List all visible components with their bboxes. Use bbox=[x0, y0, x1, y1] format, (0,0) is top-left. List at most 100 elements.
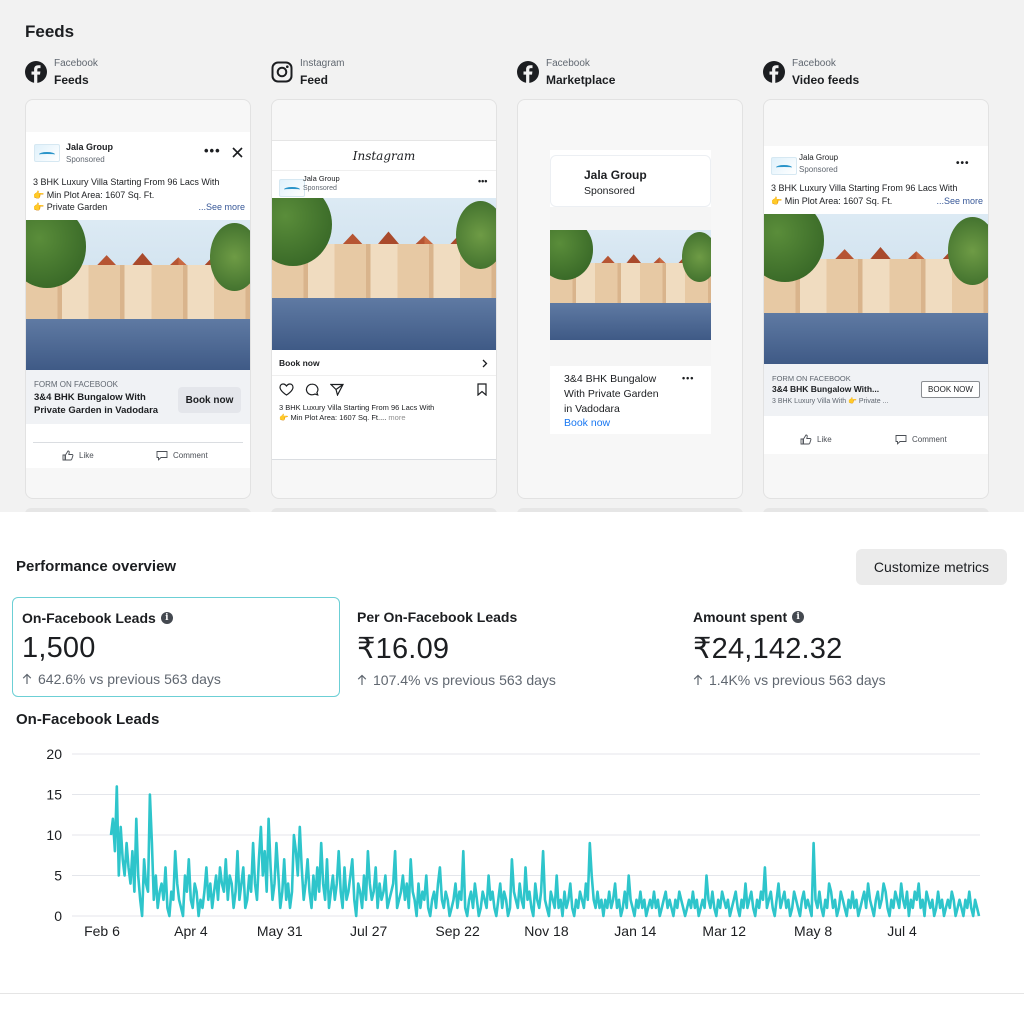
metric-card-amount-spent[interactable]: Amount spent i ₹24,142.32 1.4K% vs previo… bbox=[684, 597, 1012, 697]
comment-icon[interactable] bbox=[305, 383, 319, 396]
book-now-button[interactable]: Book now bbox=[178, 387, 241, 413]
listing-title-line: in Vadodara bbox=[564, 403, 620, 415]
x-tick-label: May 8 bbox=[794, 923, 832, 939]
advertiser-name: Jala Group bbox=[66, 142, 114, 152]
ad-description: 3 BHK Luxury Villa With 👉 Private ... bbox=[772, 397, 888, 405]
pointing-hand-icon: 👉 bbox=[848, 398, 857, 405]
sponsored-label: Sponsored bbox=[66, 155, 105, 164]
ad-card: Jala Group Sponsored 3&4 BHK Bungalow Wi… bbox=[550, 150, 711, 434]
ad-copy: 3 BHK Luxury Villa Starting From 96 Lacs… bbox=[771, 182, 983, 207]
form-label: FORM ON FACEBOOK bbox=[772, 374, 851, 383]
see-more-link[interactable]: ...See more bbox=[936, 195, 983, 206]
customize-metrics-button[interactable]: Customize metrics bbox=[856, 549, 1007, 585]
ad-headline: 3&4 BHK Bungalow With... bbox=[772, 384, 880, 394]
ad-copy-line: Min Plot Area: 1607 Sq. Ft. bbox=[46, 189, 155, 200]
x-tick-label: Jan 14 bbox=[614, 923, 656, 939]
placement-name: Feeds bbox=[54, 73, 89, 87]
thumbs-up-icon bbox=[62, 450, 74, 461]
metric-delta: 107.4% vs previous 563 days bbox=[373, 672, 556, 688]
placement-instagram-feed: Instagram Feed bbox=[271, 58, 497, 92]
y-tick-label: 15 bbox=[46, 787, 62, 803]
ig-caption: 3 BHK Luxury Villa Starting From 96 Lacs… bbox=[279, 403, 491, 423]
more-options-icon[interactable]: ••• bbox=[956, 158, 970, 169]
ad-headline: 3&4 BHK Bungalow With Private Garden in … bbox=[34, 391, 158, 417]
arrow-up-icon bbox=[357, 674, 367, 685]
series-line bbox=[109, 785, 981, 918]
instagram-icon bbox=[271, 61, 293, 83]
cta-bar: FORM ON FACEBOOK 3&4 BHK Bungalow With..… bbox=[764, 364, 988, 416]
bookmark-icon[interactable] bbox=[477, 383, 487, 396]
advertiser-logo bbox=[771, 157, 797, 175]
heart-icon[interactable] bbox=[279, 383, 294, 396]
metric-card-leads[interactable]: On-Facebook Leads i 1,500 642.6% vs previ… bbox=[12, 597, 340, 697]
comment-button[interactable]: Comment bbox=[156, 450, 208, 461]
performance-title: Performance overview bbox=[16, 558, 177, 575]
advertiser-logo bbox=[279, 179, 305, 197]
close-icon[interactable] bbox=[232, 147, 243, 158]
more-link[interactable]: more bbox=[388, 413, 406, 422]
y-axis-ticks: 0 5 10 15 20 bbox=[46, 746, 62, 924]
arrow-up-icon bbox=[22, 673, 32, 684]
villa-image bbox=[26, 220, 250, 370]
metric-delta: 642.6% vs previous 563 days bbox=[38, 671, 221, 687]
leads-line-chart: 0 5 10 15 20 Feb 6 Apr 4 May 31 Jul 27 Sep 22 Nov… bbox=[46, 746, 981, 939]
ad-description-tail: Private ... bbox=[858, 398, 889, 405]
advertiser-logo bbox=[34, 144, 60, 162]
placement-facebook-feeds: Facebook Feeds bbox=[25, 58, 251, 92]
like-label: Like bbox=[79, 451, 94, 460]
metric-card-cost-per-lead[interactable]: Per On-Facebook Leads ₹16.09 107.4% vs p… bbox=[348, 597, 676, 697]
placement-facebook-marketplace: Facebook Marketplace bbox=[517, 58, 743, 92]
like-button[interactable]: Like bbox=[62, 450, 94, 461]
y-tick-label: 20 bbox=[46, 746, 62, 762]
ad-description-text: 3 BHK Luxury Villa With bbox=[772, 398, 847, 405]
ad-copy-line: Min Plot Area: 1607 Sq. Ft. bbox=[784, 195, 893, 206]
sponsored-label: Sponsored bbox=[303, 185, 337, 192]
ad-copy: 3 BHK Luxury Villa Starting From 96 Lacs… bbox=[33, 176, 245, 214]
caption-line: Min Plot Area: 1607 Sq. Ft.... bbox=[290, 413, 387, 422]
share-icon[interactable] bbox=[330, 383, 344, 396]
placement-name: Feed bbox=[300, 73, 329, 87]
book-now-button[interactable]: BOOK NOW bbox=[921, 381, 980, 398]
sponsored-label: Sponsored bbox=[799, 165, 838, 174]
more-options-icon[interactable]: ••• bbox=[204, 143, 221, 158]
pointing-hand-icon: 👉 bbox=[33, 189, 45, 200]
comment-icon bbox=[895, 435, 907, 445]
see-more-link[interactable]: ...See more bbox=[198, 202, 245, 212]
preview-facebook-video-feeds[interactable]: Jala Group Sponsored ••• 3 BHK Luxury Vi… bbox=[763, 99, 989, 499]
preview-instagram-feed[interactable]: Instagram Jala Group Sponsored ••• Book … bbox=[271, 99, 497, 499]
headline-line: Private Garden in Vadodara bbox=[34, 405, 159, 416]
facebook-icon bbox=[517, 61, 539, 83]
info-icon[interactable]: i bbox=[160, 612, 173, 624]
villa-image bbox=[272, 198, 496, 350]
advertiser-name: Jala Group bbox=[303, 174, 340, 183]
sponsored-label: Sponsored bbox=[584, 185, 635, 197]
like-label: Like bbox=[817, 435, 832, 444]
book-now-row[interactable]: Book now bbox=[272, 350, 496, 376]
metric-label: On-Facebook Leads bbox=[22, 610, 156, 626]
more-options-icon[interactable]: ••• bbox=[478, 176, 488, 186]
metric-delta: 1.4K% vs previous 563 days bbox=[709, 672, 886, 688]
info-icon[interactable]: i bbox=[792, 611, 805, 623]
chevron-right-icon bbox=[482, 359, 488, 368]
next-preview-edge bbox=[25, 508, 251, 512]
like-button[interactable]: Like bbox=[800, 434, 832, 445]
placement-platform: Facebook bbox=[546, 58, 590, 69]
feeds-panel: Feeds Facebook Feeds Instagram Feed Face… bbox=[0, 0, 1024, 512]
cta-bar: FORM ON FACEBOOK 3&4 BHK Bungalow With P… bbox=[26, 370, 250, 424]
villa-image bbox=[550, 230, 711, 340]
arrow-up-icon bbox=[693, 674, 703, 685]
more-options-icon[interactable]: ••• bbox=[682, 373, 695, 383]
preview-facebook-feeds[interactable]: Jala Group Sponsored ••• 3 BHK Luxury Vi… bbox=[25, 99, 251, 499]
ad-card: Jala Group Sponsored ••• 3 BHK Luxury Vi… bbox=[26, 132, 250, 468]
x-tick-label: Apr 4 bbox=[174, 923, 208, 939]
comment-button[interactable]: Comment bbox=[895, 434, 947, 445]
book-now-link[interactable]: Book now bbox=[564, 417, 611, 429]
preview-facebook-marketplace[interactable]: Jala Group Sponsored 3&4 BHK Bungalow Wi… bbox=[517, 99, 743, 499]
placement-platform: Facebook bbox=[792, 58, 836, 69]
x-tick-label: Mar 12 bbox=[702, 923, 746, 939]
ad-copy-line: 3 BHK Luxury Villa Starting From 96 Lacs… bbox=[33, 177, 220, 187]
pointing-hand-icon: 👉 bbox=[771, 195, 783, 206]
placement-facebook-video-feeds: Facebook Video feeds bbox=[763, 58, 989, 92]
y-tick-label: 10 bbox=[46, 827, 62, 843]
x-tick-label: Jul 27 bbox=[350, 923, 388, 939]
